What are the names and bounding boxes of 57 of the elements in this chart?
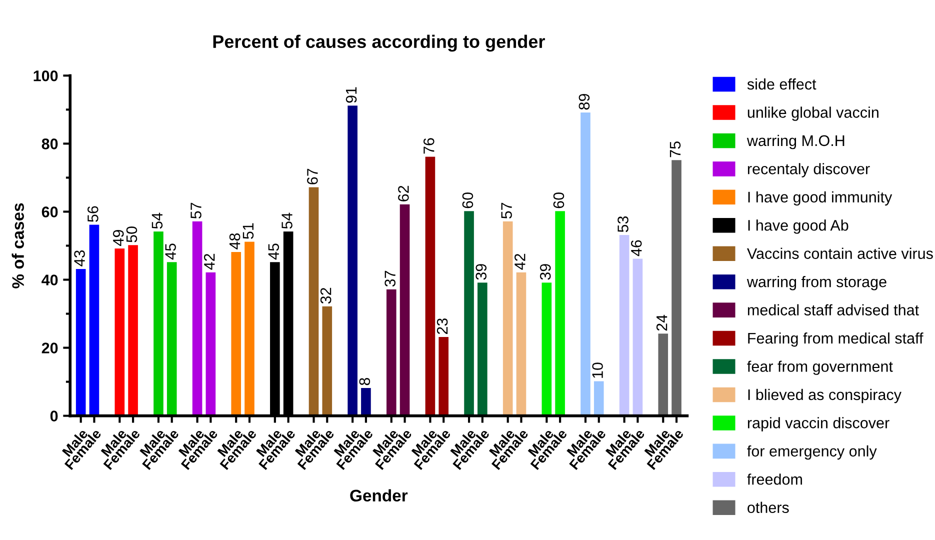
- legend-label: Vaccins contain active virus: [746, 248, 933, 259]
- data-label: 54: [282, 212, 292, 229]
- data-label: 23: [436, 318, 448, 334]
- data-label: 76: [423, 138, 434, 154]
- data-label: 54: [152, 212, 163, 229]
- y-axis-title: % of cases: [12, 203, 24, 288]
- data-label: 75: [670, 142, 681, 158]
- data-label: 49: [112, 230, 124, 246]
- legend-label: I have good immunity: [748, 191, 892, 206]
- data-label: 45: [268, 244, 280, 260]
- y-tick-label: 0: [50, 410, 58, 422]
- data-label: 8: [359, 378, 370, 386]
- legend-label: fear from government: [747, 360, 893, 375]
- data-label: 57: [501, 202, 512, 218]
- data-label: 37: [384, 270, 396, 287]
- y-tick-label: 40: [42, 274, 58, 286]
- chart-title: Percent of causes according to gender: [213, 34, 545, 52]
- legend-label: freedom: [747, 474, 802, 485]
- legend-label: others: [748, 502, 789, 514]
- legend-label: I have good Ab: [748, 220, 848, 234]
- data-label: 32: [320, 288, 332, 304]
- data-label: 45: [165, 244, 176, 260]
- legend-label: recentaly discover: [748, 163, 870, 178]
- data-label: 51: [242, 223, 254, 239]
- data-label: 60: [462, 192, 474, 208]
- legend-label: rapid vaccin discover: [748, 417, 890, 432]
- x-axis-title: Gender: [350, 489, 408, 502]
- data-label: 24: [656, 314, 668, 331]
- data-label: 50: [126, 226, 138, 242]
- data-label: 91: [346, 87, 357, 103]
- data-label: 89: [578, 94, 590, 110]
- legend-label: medical staff advised that: [748, 304, 919, 316]
- data-label: 48: [229, 233, 240, 250]
- data-label: 53: [618, 216, 628, 232]
- legend-label: Fearing from medical staff: [748, 332, 924, 347]
- data-label: 39: [476, 264, 487, 280]
- y-tick-label: 100: [34, 70, 58, 82]
- legend-label: warring from storage: [746, 276, 886, 290]
- data-label: 10: [592, 362, 603, 378]
- legend-label: warring M.O.H: [746, 134, 844, 150]
- data-label: 62: [398, 186, 409, 202]
- y-tick-label: 80: [42, 138, 58, 150]
- data-label: 46: [630, 240, 642, 256]
- data-label: 57: [190, 202, 202, 218]
- legend-label: unlike global vaccin: [748, 106, 878, 121]
- data-label: 60: [553, 192, 564, 208]
- y-tick-label: 20: [42, 342, 58, 354]
- data-label: 43: [74, 250, 85, 266]
- legend-label: side effect: [747, 78, 816, 90]
- data-label: 42: [514, 254, 526, 270]
- data-label: 39: [540, 264, 551, 280]
- legend-label: for emergency only: [747, 445, 877, 460]
- data-label: 67: [307, 168, 318, 184]
- y-tick-label: 60: [42, 206, 58, 218]
- data-label: 42: [204, 254, 215, 270]
- legend-label: I blieved as conspiracy: [748, 388, 902, 404]
- data-label: 56: [88, 206, 98, 222]
